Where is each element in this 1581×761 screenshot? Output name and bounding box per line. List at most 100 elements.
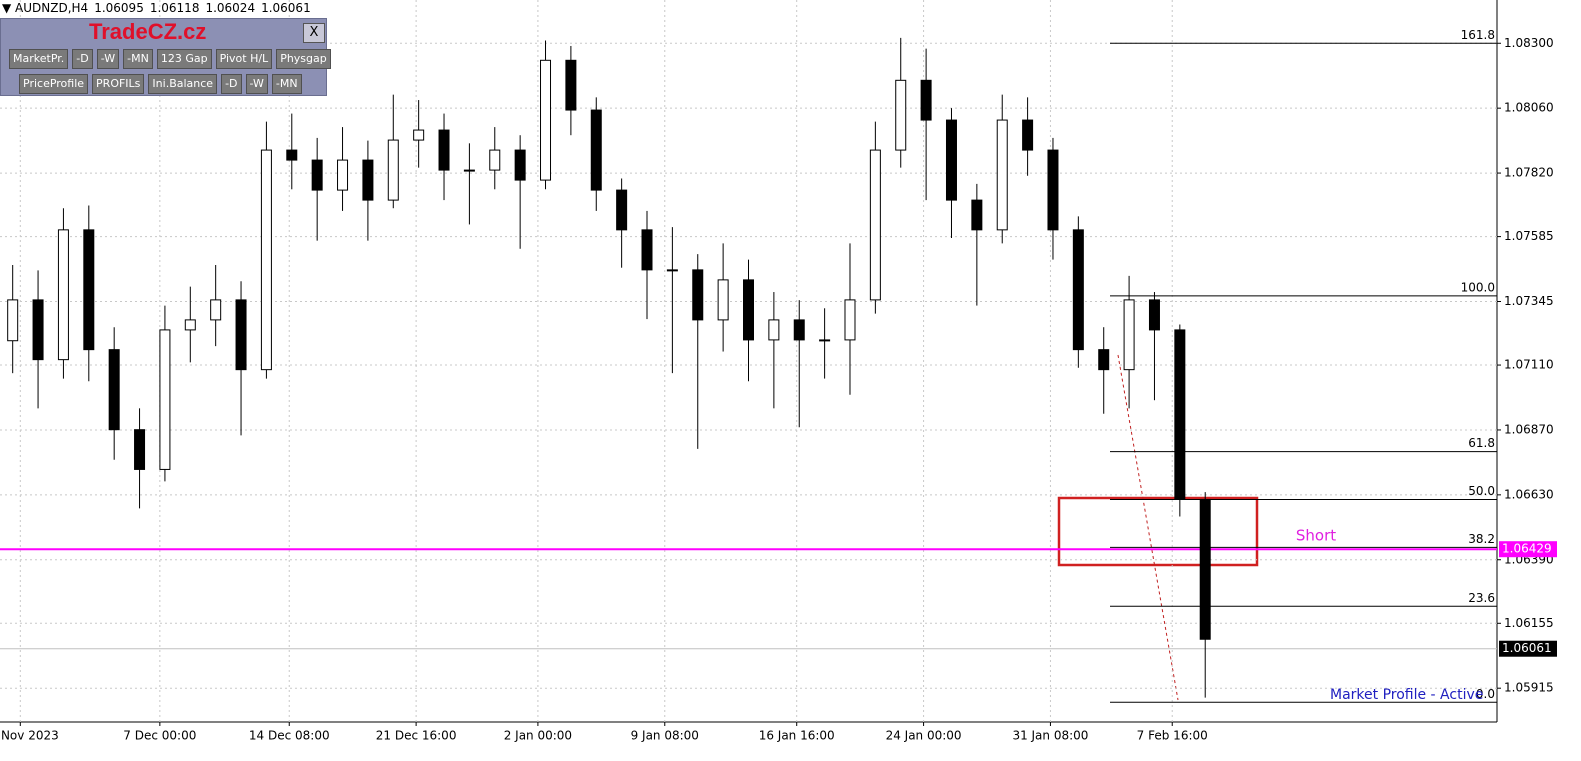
candle-body — [134, 429, 146, 470]
x-tick-label: 2 Jan 00:00 — [504, 729, 572, 743]
toolbar-button[interactable]: Physgap — [276, 49, 331, 69]
marks: 1.08300 1.08060 1.07820 1.07585 1.07345 1.071… — [0, 0, 1557, 743]
y-tick-label: 1.05915 — [1504, 681, 1554, 695]
candle-body — [1098, 349, 1110, 371]
toolbar-button[interactable]: 123 Gap — [156, 49, 212, 69]
candle-body — [311, 159, 323, 191]
candle-body — [438, 129, 450, 171]
candle-body — [7, 299, 19, 342]
x-tick-label: 9 Jan 08:00 — [631, 729, 699, 743]
y-tick-label: 1.08300 — [1504, 36, 1554, 50]
candle-body — [743, 279, 754, 341]
candle-body — [793, 319, 805, 341]
candle-body — [159, 329, 171, 470]
candle-body — [83, 229, 95, 351]
fib-label: 38.2 — [1468, 532, 1495, 546]
candle-body — [210, 299, 222, 321]
toolbar-button[interactable]: PROFILs — [92, 74, 145, 94]
candle-body — [1072, 229, 1084, 351]
button-row: MarketPr. -D -W -MN 123 Gap Pivot H/L Physgap — [9, 49, 331, 69]
header: ▼ AUDNZD,H4 1.06095 1.06118 1.06024 1.06… — [2, 1, 311, 15]
y-tick-label: 1.06155 — [1504, 616, 1554, 630]
candle-body — [869, 149, 881, 301]
candle-body — [666, 269, 678, 272]
candle-body — [768, 319, 780, 341]
toolbar-button[interactable]: PriceProfile — [19, 74, 89, 94]
high: 1.06118 — [149, 1, 200, 15]
candle-body — [1174, 329, 1186, 500]
x-tick-label: 16 Jan 16:00 — [759, 729, 835, 743]
y-tick-label: 1.07345 — [1504, 294, 1554, 308]
toolbar-panel: TradeCZ.cz X MarketPr. -D -W -MN 123 Gap Pivo… — [0, 18, 331, 96]
x-tick-label: 14 Dec 08:00 — [249, 729, 330, 743]
annotation: Market Profile - Active — [1330, 687, 1483, 703]
candle-body — [920, 79, 932, 121]
candle-body — [692, 269, 704, 321]
candle-body — [337, 159, 349, 191]
candle-body — [1199, 498, 1211, 640]
fib-label: 0.0 — [1476, 687, 1495, 701]
toolbar-button[interactable]: -MN — [271, 74, 302, 94]
fib-label: 100.0 — [1461, 280, 1495, 294]
x-tick-label: 29 Nov 2023 — [0, 729, 59, 743]
candle-body — [184, 319, 196, 331]
candle-body — [286, 149, 298, 161]
candle-body — [996, 119, 1008, 231]
y-tick-label: 1.07820 — [1504, 166, 1554, 180]
x-tick-label: 7 Dec 00:00 — [123, 729, 196, 743]
low: 1.06024 — [205, 1, 256, 15]
toolbar-button[interactable]: Ini.Balance — [148, 74, 218, 94]
price-tag — [1499, 640, 1557, 657]
candle-body — [945, 119, 957, 201]
candle-body — [463, 169, 475, 172]
fib-label: 61.8 — [1468, 436, 1495, 450]
fib-label: 50.0 — [1468, 484, 1495, 498]
toolbar-button[interactable]: MarketPr. — [9, 49, 69, 69]
candle-body — [1047, 149, 1059, 231]
candle-body — [32, 299, 44, 361]
candle-body — [387, 139, 399, 201]
panel-title: TradeCZ.cz — [89, 19, 207, 44]
y-tick-label: 1.08060 — [1504, 101, 1554, 115]
candle-body — [362, 159, 374, 201]
toolbar-button[interactable]: -D — [221, 74, 242, 94]
toolbar-button[interactable]: -W — [96, 49, 120, 69]
y-tick-label: 1.07585 — [1504, 229, 1554, 243]
symbol-text: AUDNZD,H4 — [15, 1, 89, 15]
candle-body — [971, 199, 983, 231]
candle-body — [565, 59, 577, 111]
symbol: ▼ AUDNZD,H4 — [2, 1, 89, 15]
toolbar-button[interactable]: -MN — [123, 49, 153, 69]
candle-body — [514, 149, 526, 181]
toolbar-button[interactable]: -D — [72, 49, 93, 69]
price-tag — [1499, 541, 1557, 558]
toolbar-button[interactable]: Pivot H/L — [215, 49, 273, 69]
candle-body — [489, 149, 501, 171]
y-tick-label: 1.06870 — [1504, 422, 1554, 436]
open: 1.06095 — [94, 1, 144, 15]
candle-body — [590, 109, 602, 191]
candle-body — [413, 129, 425, 141]
candle-body — [895, 79, 907, 151]
button-row: PriceProfile PROFILs Ini.Balance -D -W -MN — [19, 74, 302, 94]
candle-body — [616, 189, 628, 231]
candle-body — [108, 349, 120, 431]
fib-label: 161.8 — [1461, 28, 1495, 42]
trend-line — [1117, 354, 1179, 701]
price-tag-label: 1.06061 — [1502, 641, 1552, 655]
candle-body — [540, 59, 552, 181]
close-button[interactable]: X — [303, 23, 325, 43]
candle-body — [717, 279, 729, 321]
close: 1.06061 — [261, 1, 311, 15]
candle-body — [1148, 299, 1160, 331]
candle-body — [819, 339, 831, 342]
toolbar-button[interactable]: -W — [245, 74, 268, 94]
x-tick-label: 7 Feb 16:00 — [1137, 729, 1208, 743]
candle-body — [844, 299, 856, 341]
candle-body — [1022, 119, 1034, 151]
x-tick-label: 31 Jan 08:00 — [1012, 729, 1088, 743]
annotation: Short — [1296, 527, 1336, 545]
candle-body — [235, 299, 247, 371]
fib-label: 23.6 — [1468, 591, 1495, 605]
